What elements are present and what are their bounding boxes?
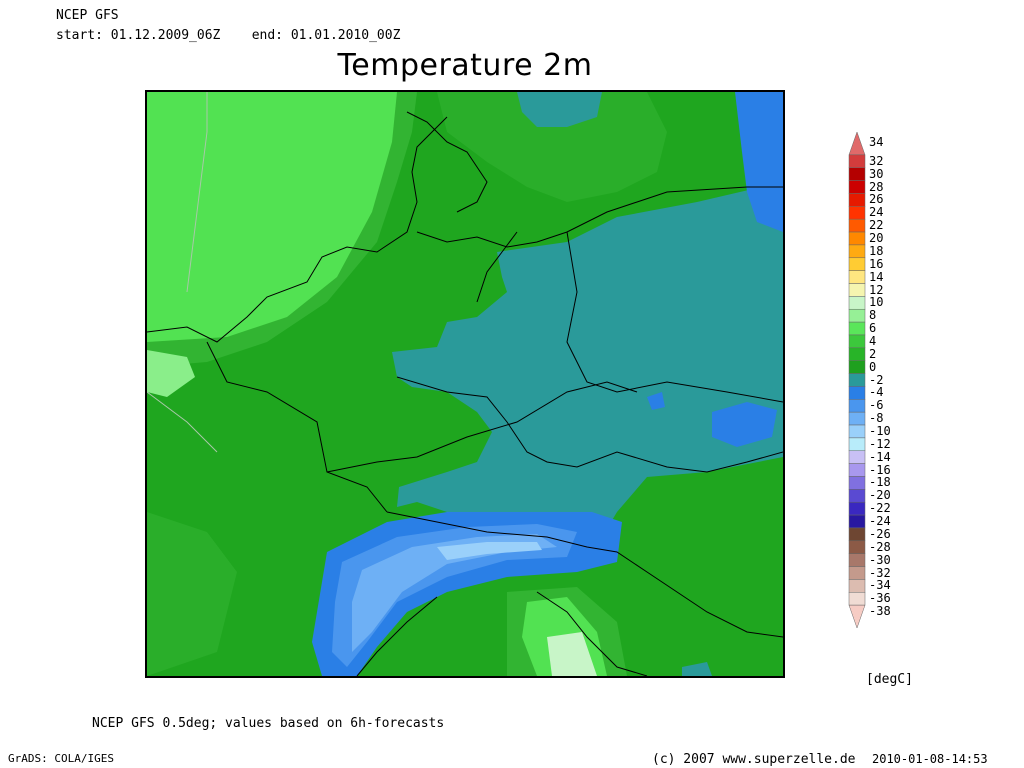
- legend-swatch: [848, 193, 866, 207]
- legend-label: 28: [869, 179, 884, 194]
- legend-swatch: [848, 476, 866, 490]
- legend-swatch: [848, 592, 866, 606]
- legend-swatch: [848, 411, 866, 426]
- legend-label: 30: [869, 166, 884, 181]
- legend-swatch: [848, 424, 866, 439]
- legend-swatch: [848, 334, 866, 349]
- forecast-period: start: 01.12.2009_06Z end: 01.01.2010_00…: [56, 28, 400, 43]
- legend-swatch: [848, 257, 866, 271]
- legend-label: 4: [869, 333, 877, 348]
- legend-swatch: [848, 437, 866, 452]
- legend-swatch: [848, 386, 866, 400]
- legend-swatch: [848, 308, 866, 323]
- legend-label: 18: [869, 243, 884, 258]
- model-source-label: NCEP GFS: [56, 8, 119, 23]
- legend-swatch: [848, 132, 866, 156]
- legend-label: 2: [869, 346, 877, 361]
- end-date-label: end: 01.01.2010_00Z: [251, 28, 401, 43]
- legend-label: 24: [869, 205, 884, 220]
- legend-label: 34: [869, 135, 884, 149]
- color-scale-bar: [848, 132, 866, 628]
- legend-label: 32: [869, 153, 884, 168]
- data-source-footnote: NCEP GFS 0.5deg; values based on 6h-fore…: [92, 716, 445, 731]
- legend-label: -36: [869, 591, 891, 606]
- legend-swatch: [848, 566, 866, 580]
- legend-label: 8: [869, 308, 877, 323]
- legend-swatch: [848, 604, 866, 628]
- generation-timestamp: 2010-01-08-14:53: [872, 752, 988, 766]
- map-title: Temperature 2m: [337, 48, 593, 83]
- legend-label: -14: [869, 449, 891, 464]
- legend-label: 6: [869, 321, 877, 336]
- legend-swatch: [848, 154, 866, 168]
- legend-label: -4: [869, 385, 884, 400]
- legend-swatch: [848, 553, 866, 567]
- legend-swatch: [848, 450, 866, 464]
- legend-label: 14: [869, 269, 884, 284]
- legend-swatch: [848, 489, 866, 503]
- legend-swatch: [848, 501, 866, 516]
- legend-swatch: [848, 514, 866, 529]
- legend-label: -38: [869, 604, 891, 619]
- copyright-notice: (c) 2007 www.superzelle.de: [652, 752, 856, 767]
- legend-label: -22: [869, 501, 891, 516]
- legend-swatch: [848, 399, 866, 413]
- legend-swatch: [848, 218, 866, 233]
- legend-label: -30: [869, 552, 891, 567]
- start-date-label: start: 01.12.2009_06Z: [56, 28, 221, 43]
- legend-label: 0: [869, 359, 877, 374]
- legend-swatch: [848, 283, 866, 297]
- grads-credit: GrADS: COLA/IGES: [8, 752, 114, 765]
- legend-label: 22: [869, 218, 884, 233]
- legend-swatch: [848, 231, 866, 246]
- legend-label: -12: [869, 436, 891, 451]
- legend-label: 26: [869, 192, 884, 207]
- legend-label: -24: [869, 514, 891, 529]
- legend-label: -26: [869, 526, 891, 541]
- temperature-map: [145, 90, 785, 678]
- legend-label: -8: [869, 411, 884, 426]
- units-label: [degC]: [866, 672, 913, 687]
- legend-swatch: [848, 373, 866, 387]
- legend-label: 10: [869, 295, 884, 310]
- legend-swatch: [848, 347, 866, 361]
- legend-swatch: [848, 206, 866, 220]
- legend-swatch: [848, 180, 866, 194]
- legend-label: -20: [869, 488, 891, 503]
- legend-swatch: [848, 296, 866, 310]
- legend-label: 16: [869, 256, 884, 271]
- legend-swatch: [848, 579, 866, 593]
- legend-swatch: [848, 540, 866, 554]
- legend-swatch: [848, 321, 866, 336]
- legend-label: -28: [869, 539, 891, 554]
- legend-label: -10: [869, 424, 891, 439]
- legend-label: -16: [869, 462, 891, 477]
- legend-label: -6: [869, 398, 884, 413]
- legend-label: -34: [869, 578, 891, 593]
- legend-swatch: [848, 527, 866, 542]
- legend-swatch: [848, 244, 866, 259]
- legend-swatch: [848, 360, 866, 374]
- legend-label: 12: [869, 282, 884, 297]
- legend-label: -18: [869, 475, 891, 490]
- legend-label: -32: [869, 565, 891, 580]
- legend-swatch: [848, 270, 866, 284]
- legend-swatch: [848, 167, 866, 181]
- legend-label: -2: [869, 372, 884, 387]
- legend-swatch: [848, 463, 866, 477]
- legend-label: 20: [869, 231, 884, 246]
